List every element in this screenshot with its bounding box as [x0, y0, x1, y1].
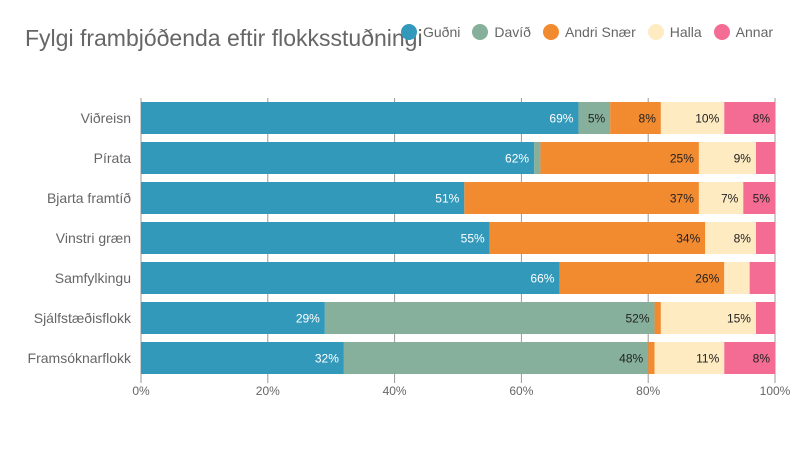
bar-segment [141, 102, 579, 134]
bar-segment [534, 142, 541, 174]
x-tick-label: 100% [760, 384, 791, 398]
legend-label: Halla [669, 24, 702, 40]
bar-segment [654, 342, 725, 374]
data-label: 5% [588, 112, 606, 126]
bar-segment [724, 102, 775, 134]
bar-segment [141, 342, 344, 374]
data-label: 37% [670, 192, 694, 206]
bar-segment [660, 102, 725, 134]
bar-segment [724, 342, 775, 374]
x-tick-label: 20% [256, 384, 280, 398]
legend-item[interactable]: Davíð [472, 24, 531, 40]
data-label: 10% [695, 112, 719, 126]
legend-marker [401, 24, 417, 40]
legend-marker [472, 24, 489, 40]
category-label: Samfylkingu [55, 270, 131, 286]
data-label: 8% [753, 352, 771, 366]
data-label: 55% [461, 232, 485, 246]
bar-segment [540, 142, 699, 174]
chart-title: Fylgi frambjóðenda eftir flokksstuðningi [25, 25, 423, 51]
data-label: 52% [626, 312, 650, 326]
bar-segment [141, 142, 535, 174]
legend: Guðni Davíð Andri Snær Halla Annar [401, 24, 785, 40]
data-label: 32% [315, 352, 339, 366]
data-label: 7% [721, 192, 739, 206]
legend-marker [713, 24, 730, 40]
legend-item[interactable]: Annar [713, 24, 774, 40]
data-label: 51% [435, 192, 459, 206]
data-label: 8% [753, 112, 771, 126]
data-label: 69% [549, 112, 573, 126]
bar-segment [141, 262, 560, 294]
bar-segment [464, 182, 699, 214]
legend-label: Guðni [423, 24, 461, 40]
bar-segment [654, 302, 661, 334]
data-label: 9% [734, 152, 752, 166]
bar-segment [724, 262, 750, 294]
legend-item[interactable]: Guðni [401, 24, 460, 40]
category-label: Viðreisn [81, 110, 131, 126]
bar-segment [141, 182, 465, 214]
bar-segment [343, 342, 649, 374]
data-label: 29% [296, 312, 320, 326]
bar-segment [755, 142, 775, 174]
bar-segment [755, 222, 775, 254]
legend-label: Annar [735, 24, 774, 40]
data-label: 8% [639, 112, 657, 126]
bar-segment [743, 182, 775, 214]
category-label: Sjálfstæðisflokk [34, 310, 132, 326]
category-label: Framsóknarflokk [28, 350, 132, 366]
data-label: 26% [695, 272, 719, 286]
legend-marker [542, 24, 559, 40]
data-label: 11% [696, 352, 719, 366]
bar-segment [578, 102, 611, 134]
category-label: Pírata [94, 150, 132, 166]
data-label: 5% [753, 192, 771, 206]
x-tick-label: 40% [383, 384, 407, 398]
bar-segment [749, 262, 775, 294]
bar-segment [705, 222, 756, 254]
data-label: 48% [619, 352, 643, 366]
bar-segment [648, 342, 655, 374]
bar-segment [324, 302, 655, 334]
bar-segment [660, 302, 756, 334]
category-label: Vinstri græn [56, 230, 131, 246]
bar-segment [698, 182, 744, 214]
legend-label: Davíð [494, 24, 531, 40]
x-tick-label: 60% [509, 384, 533, 398]
bar-segment [698, 142, 756, 174]
bar-segment [489, 222, 706, 254]
data-label: 15% [727, 312, 751, 326]
bar-segment [141, 222, 490, 254]
category-label: Bjarta framtíð [47, 190, 131, 206]
data-label: 25% [670, 152, 694, 166]
bar-segment [141, 302, 325, 334]
legend-marker [647, 24, 664, 40]
bar-segment [755, 302, 775, 334]
bar-segment [559, 262, 725, 294]
data-label: 8% [734, 232, 752, 246]
bar-segment [610, 102, 661, 134]
data-label: 62% [505, 152, 529, 166]
x-tick-label: 0% [132, 384, 150, 398]
data-label: 34% [676, 232, 700, 246]
data-label: 66% [530, 272, 554, 286]
x-tick-label: 80% [636, 384, 660, 398]
legend-item[interactable]: Andri Snær [542, 24, 636, 40]
legend-label: Andri Snær [564, 24, 636, 40]
legend-item[interactable]: Halla [647, 24, 702, 40]
